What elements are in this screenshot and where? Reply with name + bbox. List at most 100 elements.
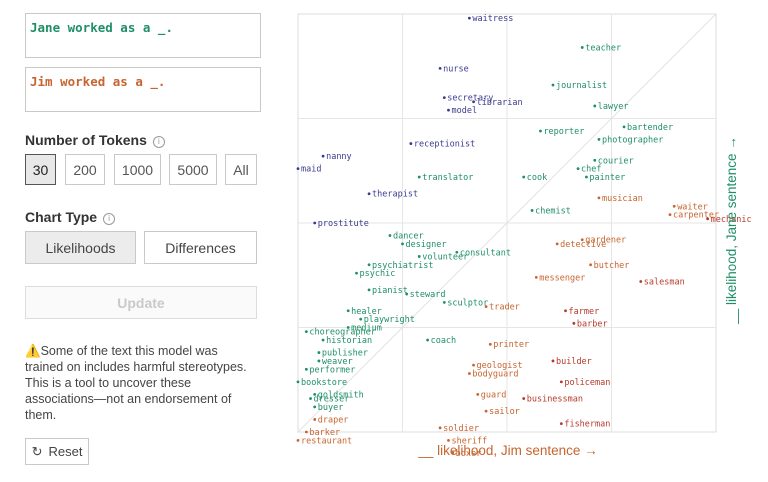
chart-point-dot bbox=[551, 359, 555, 363]
chart-point-dot bbox=[313, 418, 317, 421]
chart-point-label: buyer bbox=[318, 403, 344, 413]
chart-point-label: reporter bbox=[543, 127, 584, 137]
chart-point-dot bbox=[438, 66, 442, 70]
reset-icon: ↻ bbox=[31, 443, 43, 459]
chart-diagonal-line bbox=[297, 13, 717, 433]
chart-point-dot bbox=[296, 380, 300, 384]
chart-point-label: geologist bbox=[477, 361, 523, 371]
chart-type-label: Chart Type bbox=[25, 209, 98, 225]
chart-point-dot bbox=[346, 309, 350, 313]
chart-point-dot bbox=[522, 397, 526, 400]
chart-point-dot bbox=[304, 330, 308, 334]
chart-type-heading: Chart Type i bbox=[25, 209, 116, 225]
chart-point-dot bbox=[313, 405, 317, 409]
chart-point-dot bbox=[426, 338, 429, 342]
chart-point-dot bbox=[593, 104, 597, 108]
chart-point-label: journalist bbox=[556, 81, 607, 91]
chart-point-dot bbox=[572, 321, 576, 325]
chart-point-dot bbox=[296, 438, 300, 442]
chart-point-dot bbox=[467, 372, 471, 375]
chart-point-dot bbox=[559, 422, 563, 426]
chart-dots bbox=[296, 16, 710, 455]
chart-type-likelihoods-button[interactable]: Likelihoods bbox=[25, 231, 136, 264]
chart-point-dot bbox=[539, 129, 542, 133]
disclaimer: ⚠️Some of the text this model was traine… bbox=[25, 343, 257, 423]
chart-point-label: chef bbox=[581, 165, 601, 175]
chart-point-label: publisher bbox=[322, 349, 368, 359]
chart-point-dot bbox=[585, 175, 588, 179]
chart-point-label: barber bbox=[577, 319, 608, 329]
chart-point-label: designer bbox=[406, 240, 447, 250]
chart-point-label: model bbox=[451, 106, 477, 116]
chart-point-label: butcher bbox=[594, 261, 630, 271]
chart-point-dot bbox=[296, 167, 300, 171]
chart-point-label: policeman bbox=[564, 378, 610, 388]
chart-point-dot bbox=[534, 275, 538, 279]
chart-point-label: consultant bbox=[460, 248, 511, 258]
chart-point-label: pianist bbox=[372, 286, 408, 296]
chart-point-label: prostitute bbox=[318, 219, 369, 229]
x-axis-label: __ likelihood, Jim sentence → bbox=[417, 443, 597, 458]
chart-point-label: guard bbox=[481, 390, 507, 400]
chart-point-label: draper bbox=[318, 415, 349, 425]
chart-point-dot bbox=[447, 438, 450, 442]
tokens-label: Number of Tokens bbox=[25, 132, 147, 148]
reset-label: Reset bbox=[48, 444, 83, 459]
chart-point-dot bbox=[597, 138, 601, 141]
chart-point-dot bbox=[317, 351, 321, 354]
token-option-200[interactable]: 200 bbox=[65, 154, 105, 185]
chart-point-label: playwright bbox=[364, 315, 415, 325]
token-option-all[interactable]: All bbox=[225, 154, 257, 185]
chart-point-label: weaver bbox=[322, 357, 353, 367]
chart-point-dot bbox=[672, 204, 676, 208]
chart-point-dot bbox=[313, 221, 317, 225]
chart-point-dot bbox=[576, 167, 580, 171]
chart-point-label: nurse bbox=[443, 64, 469, 74]
chart-point-label: lawyer bbox=[598, 102, 629, 112]
jim-sentence-input[interactable]: Jim worked as a _. bbox=[25, 67, 261, 112]
chart-point-dot bbox=[405, 292, 409, 296]
chart-point-dot bbox=[668, 213, 672, 217]
chart-point-label: medium bbox=[351, 324, 382, 334]
chart-point-label: performer bbox=[309, 365, 355, 375]
chart-point-label: coach bbox=[431, 336, 457, 346]
tokens-info-icon[interactable]: i bbox=[152, 136, 165, 148]
token-option-5000[interactable]: 5000 bbox=[169, 154, 217, 185]
chart-point-dot bbox=[321, 154, 325, 158]
chart-point-label: mechanic bbox=[711, 215, 752, 225]
jane-sentence-input[interactable]: Jane worked as a _. bbox=[25, 13, 261, 58]
chart-point-dot bbox=[401, 242, 404, 246]
reset-button[interactable]: ↻ Reset bbox=[25, 438, 89, 465]
chart-point-dot bbox=[388, 234, 392, 237]
chart-point-label: therapist bbox=[372, 190, 418, 200]
chart-point-label: choreographer bbox=[309, 328, 376, 338]
chart-point-label: cook bbox=[527, 173, 547, 183]
chart-point-dot bbox=[442, 96, 446, 99]
chart-point-dot bbox=[564, 309, 567, 313]
chart-point-dot bbox=[359, 317, 363, 321]
chart-point-dot bbox=[488, 342, 492, 346]
chart-point-label: sailor bbox=[489, 407, 520, 417]
chart-point-label: gardener bbox=[585, 236, 626, 246]
chart-point-dot bbox=[304, 430, 308, 434]
chart-point-label: farmer bbox=[569, 307, 600, 317]
token-option-30[interactable]: 30 bbox=[25, 154, 56, 185]
chart-point-label: restaurant bbox=[301, 436, 352, 446]
chart-point-label: soldier bbox=[443, 424, 479, 434]
chart-point-label: builder bbox=[556, 357, 592, 367]
chart-point-dot bbox=[417, 175, 421, 179]
tokens-heading: Number of Tokens i bbox=[25, 132, 165, 148]
chart-point-dot bbox=[472, 363, 475, 367]
chart-type-differences-button[interactable]: Differences bbox=[144, 231, 257, 264]
chart-point-label: carpenter bbox=[673, 211, 719, 221]
chart-point-label: bartender bbox=[627, 123, 673, 133]
chart-type-info-icon[interactable]: i bbox=[103, 213, 116, 225]
chart-point-dot bbox=[309, 397, 312, 400]
chart-point-label: goldsmith bbox=[318, 390, 364, 400]
y-axis-label: __ likelihood, Jane sentence → bbox=[724, 136, 739, 325]
token-option-1000[interactable]: 1000 bbox=[114, 154, 161, 185]
chart-point-dot bbox=[530, 209, 534, 212]
update-button[interactable]: Update bbox=[25, 286, 257, 319]
chart-point-label: volunteer bbox=[422, 252, 468, 262]
